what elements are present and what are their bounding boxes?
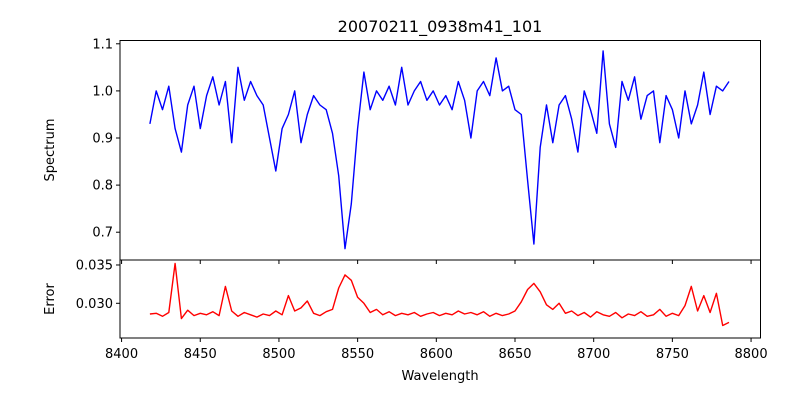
spectrum-ylabel: Spectrum	[43, 119, 58, 182]
xtick-label: 8500	[262, 347, 295, 362]
chart-title: 20070211_0938m41_101	[338, 17, 543, 37]
xlabel: Wavelength	[401, 369, 478, 384]
ytick-label: 0.8	[92, 179, 113, 194]
spectrum-line	[149, 50, 730, 250]
ytick-label: 0.030	[76, 297, 113, 312]
ytick-label: 0.9	[92, 132, 113, 147]
ytick-label: 1.0	[92, 84, 113, 99]
xtick-label: 8600	[420, 347, 453, 362]
ytick-label: 1.1	[92, 37, 113, 52]
error-line	[149, 262, 730, 327]
xtick-label: 8650	[498, 347, 531, 362]
xtick-label: 8450	[184, 347, 217, 362]
axes-frame	[119, 259, 761, 339]
xtick-label: 8800	[735, 347, 768, 362]
error-axes: 0.030 0.035 8400 8450 8500 8550 8600 8650 8700 87…	[76, 258, 768, 362]
spectrum-axes: 0.7 0.8 0.9 1.0 1.1	[92, 37, 761, 264]
xtick-label: 8700	[577, 347, 610, 362]
axes-frame	[119, 40, 761, 261]
xtick-label: 8750	[656, 347, 689, 362]
error-ylabel: Error	[43, 283, 58, 315]
ytick-label: 0.035	[76, 258, 113, 273]
ytick-label: 0.7	[92, 226, 113, 241]
xtick-label: 8400	[105, 347, 138, 362]
xtick-label: 8550	[341, 347, 374, 362]
